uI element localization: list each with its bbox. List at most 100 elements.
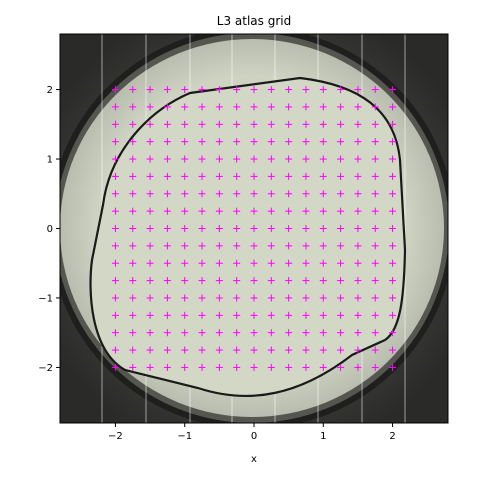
grid-point-marker	[181, 277, 189, 285]
grid-point-marker	[215, 277, 223, 285]
grid-point-marker	[267, 172, 275, 180]
grid-point-marker	[198, 363, 206, 371]
grid-point-marker	[198, 86, 206, 94]
grid-point-marker	[163, 225, 171, 232]
grid-point-marker	[215, 138, 223, 146]
grid-point-marker	[337, 103, 345, 111]
grid-point-marker	[215, 329, 223, 337]
grid-point-marker	[163, 242, 171, 250]
grid-point-marker	[233, 363, 241, 371]
grid-point-marker	[250, 155, 258, 163]
grid-point-marker	[111, 120, 119, 128]
grid-point-marker	[285, 346, 293, 354]
grid-point-marker	[181, 86, 189, 94]
grid-point-marker	[267, 86, 275, 94]
grid-point-marker	[111, 225, 119, 232]
grid-point-marker	[354, 103, 362, 111]
grid-point-marker	[389, 190, 397, 198]
grid-point-marker	[233, 329, 241, 337]
grid-point-marker	[267, 294, 275, 302]
grid-point-marker	[337, 259, 345, 267]
grid-point-marker	[285, 294, 293, 302]
grid-point-marker	[371, 242, 379, 250]
grid-point-marker	[146, 155, 154, 163]
grid-point-marker	[250, 190, 258, 198]
grid-point-marker	[198, 155, 206, 163]
grid-point-marker	[198, 259, 206, 267]
grid-point-marker	[267, 311, 275, 319]
grid-point-marker	[198, 329, 206, 337]
grid-point-marker	[302, 242, 310, 250]
grid-point-marker	[371, 103, 379, 111]
grid-point-marker	[371, 294, 379, 302]
grid-point-marker	[233, 86, 241, 94]
grid-point-marker	[337, 311, 345, 319]
grid-point-marker	[146, 346, 154, 354]
grid-point-marker	[302, 329, 310, 337]
y-tick-label: 2	[47, 85, 53, 96]
grid-point-marker	[146, 225, 154, 232]
grid-point-marker	[371, 329, 379, 337]
grid-point-marker	[319, 86, 327, 94]
grid-point-marker	[233, 190, 241, 198]
grid-point-marker	[371, 155, 379, 163]
grid-point-marker	[146, 329, 154, 337]
grid-point-marker	[389, 86, 397, 94]
grid-point-marker	[250, 259, 258, 267]
grid-point-marker	[267, 190, 275, 198]
grid-point-marker	[267, 363, 275, 371]
grid-point-marker	[129, 363, 137, 371]
grid-point-marker	[319, 346, 327, 354]
grid-point-marker	[337, 294, 345, 302]
grid-point-marker	[129, 329, 137, 337]
grid-point-marker	[129, 190, 137, 198]
grid-point-marker	[215, 155, 223, 163]
grid-point-marker	[389, 277, 397, 285]
grid-point-marker	[319, 363, 327, 371]
grid-point-marker	[250, 120, 258, 128]
grid-point-marker	[233, 155, 241, 163]
grid-point-marker	[250, 172, 258, 180]
grid-point-marker	[233, 207, 241, 215]
grid-point-marker	[163, 190, 171, 198]
grid-point-marker	[163, 294, 171, 302]
grid-point-marker	[250, 294, 258, 302]
grid-point-marker	[163, 207, 171, 215]
grid-point-marker	[354, 86, 362, 94]
grid-point-marker	[215, 103, 223, 111]
grid-point-marker	[389, 155, 397, 163]
grid-point-marker	[285, 207, 293, 215]
grid-point-marker	[337, 138, 345, 146]
grid-point-marker	[354, 294, 362, 302]
grid-point-marker	[267, 207, 275, 215]
x-tick-label: 2	[389, 431, 395, 442]
x-tick-label: −1	[177, 431, 192, 442]
grid-point-marker	[371, 277, 379, 285]
grid-point-marker	[389, 294, 397, 302]
grid-point-marker	[181, 138, 189, 146]
grid-point-marker	[111, 190, 119, 198]
x-tick-label: −2	[108, 431, 123, 442]
grid-point-marker	[267, 225, 275, 232]
grid-point-marker	[389, 207, 397, 215]
grid-point-marker	[198, 294, 206, 302]
grid-point-marker	[215, 311, 223, 319]
grid-point-marker	[371, 138, 379, 146]
grid-point-marker	[198, 172, 206, 180]
grid-point-marker	[129, 207, 137, 215]
grid-point-marker	[267, 259, 275, 267]
y-tick-label: 0	[47, 224, 53, 235]
grid-point-marker	[181, 259, 189, 267]
grid-point-marker	[129, 155, 137, 163]
x-tick-label: 1	[320, 431, 326, 442]
grid-point-marker	[285, 259, 293, 267]
grid-point-marker	[198, 120, 206, 128]
grid-point-marker	[389, 363, 397, 371]
grid-point-marker	[181, 190, 189, 198]
grid-point-marker	[129, 120, 137, 128]
grid-point-marker	[163, 277, 171, 285]
grid-point-marker	[302, 172, 310, 180]
grid-point-marker	[250, 346, 258, 354]
grid-point-marker	[129, 225, 137, 232]
